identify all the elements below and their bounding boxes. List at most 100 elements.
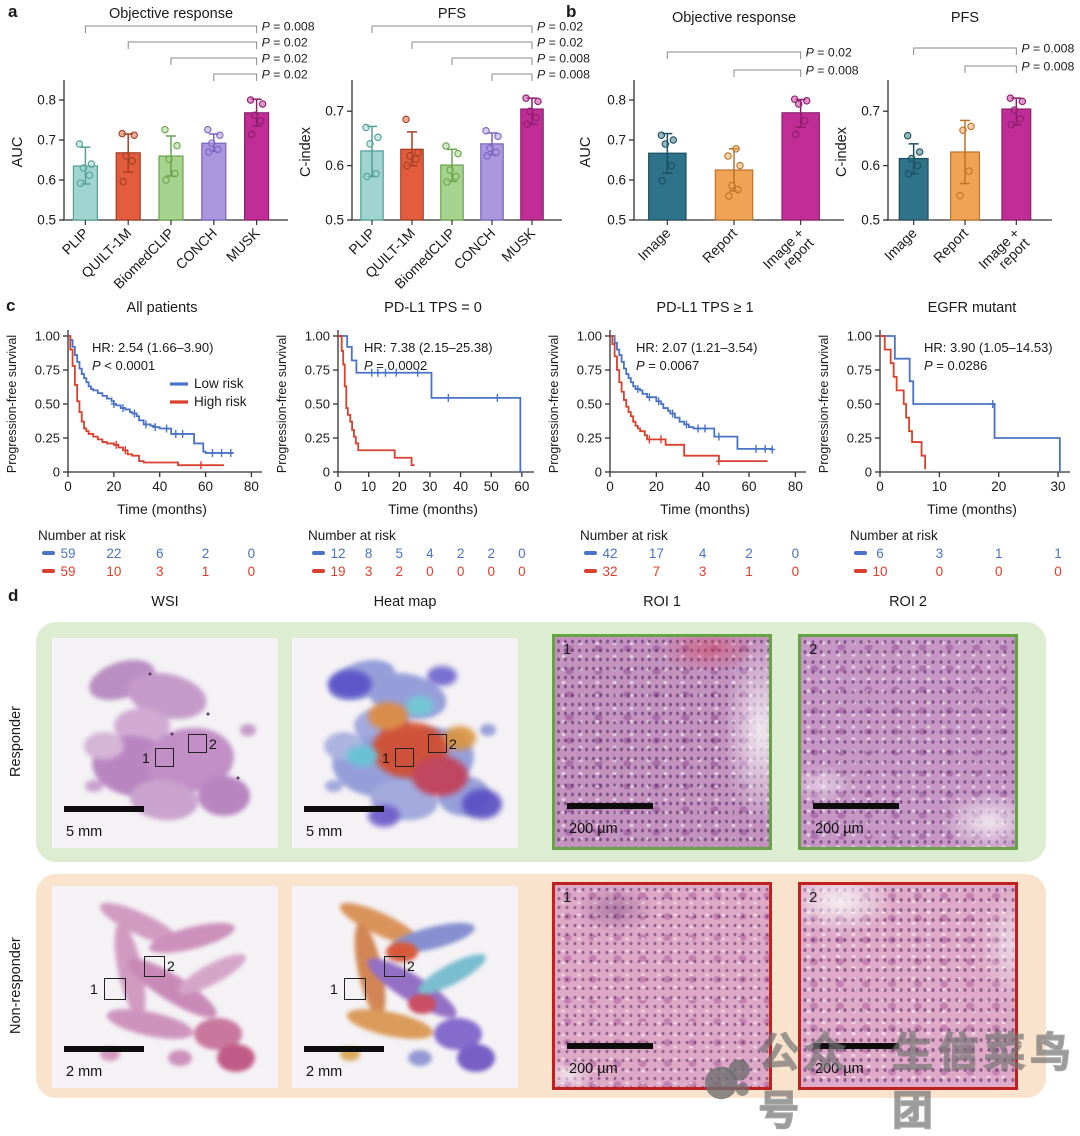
scale-bar [64, 1046, 144, 1052]
data-point [250, 111, 259, 119]
significance-bracket [170, 57, 258, 65]
data-point [443, 178, 451, 186]
chart-title: EGFR mutant [928, 300, 1017, 316]
risk-count: 1 [1054, 546, 1062, 561]
data-point [956, 191, 964, 200]
data-point [790, 95, 799, 103]
legend-label: Low risk [194, 376, 244, 391]
data-point [967, 122, 975, 131]
risk-count: 10 [106, 564, 121, 579]
data-point [87, 160, 96, 168]
risk-count: 0 [1054, 564, 1062, 579]
data-point [658, 177, 667, 185]
risk-count: 59 [60, 546, 75, 561]
data-point [119, 177, 127, 186]
risk-count: 0 [936, 564, 944, 579]
risk-count: 0 [995, 564, 1003, 579]
svg-text:0.50: 0.50 [847, 397, 872, 412]
svg-text:0.50: 0.50 [305, 397, 330, 412]
roi1-image-non-responder: 1 200 µm [552, 882, 772, 1090]
p-value-label: P = 0.008 [537, 52, 590, 66]
svg-text:0: 0 [323, 465, 330, 480]
km-chart-pdl1-tps0: PD-L1 TPS = 0 0 0.25 0.50 0.75 1.00 0 10 20 30 40 5… [274, 296, 542, 584]
km-chart-pdl1-tps1: PD-L1 TPS ≥ 1 0 0.25 0.50 0.75 1.00 0 20 40 60 80 P… [546, 296, 814, 584]
significance-bracket [411, 41, 533, 49]
bar-chart-objective-response-models: Objective response 0.5 0.6 0.7 0.8 AUC PLIP QUI… [6, 4, 328, 296]
risk-count: 4 [699, 546, 707, 561]
p-value-label: P = 0.008 [537, 68, 590, 82]
scale-text: 200 µm [569, 1061, 618, 1077]
km-curve-red [880, 335, 927, 470]
data-point [214, 145, 222, 154]
scale-bar [813, 803, 899, 809]
risk-count: 2 [457, 546, 465, 561]
data-point [794, 100, 803, 108]
bar [1001, 108, 1032, 221]
risk-table-title: Number at risk [580, 528, 668, 543]
significance-bracket [913, 47, 1017, 55]
significance-bracket [84, 25, 258, 33]
data-point [482, 127, 490, 135]
svg-text:0.75: 0.75 [35, 363, 60, 378]
data-point [486, 144, 494, 152]
data-point [1018, 97, 1027, 106]
scale-text: 5 mm [306, 824, 343, 840]
svg-text:1.00: 1.00 [847, 329, 872, 344]
y-axis-label: C-index [834, 126, 850, 177]
data-point [526, 107, 534, 115]
chart-title: PD-L1 TPS ≥ 1 [656, 300, 753, 316]
category-label: MUSK [498, 224, 538, 264]
data-point [216, 131, 224, 139]
bar [781, 112, 820, 221]
data-point [75, 140, 84, 148]
risk-count: 1 [745, 564, 753, 579]
p-value-label: P = 0.008 [1021, 60, 1074, 74]
risk-count: 19 [330, 564, 345, 579]
x-axis-label: Time (months) [117, 501, 207, 517]
significance-bracket [371, 25, 533, 33]
data-point [173, 141, 181, 150]
data-point [76, 179, 85, 187]
svg-text:60: 60 [198, 479, 213, 494]
category-label: Image +report [975, 225, 1032, 282]
data-point [1006, 94, 1015, 102]
svg-text:0.75: 0.75 [577, 363, 602, 378]
bar-chart-objective-response-modalities: Objective response 0.5 0.6 0.7 0.8 AUC Image Re… [572, 4, 872, 296]
svg-text:10: 10 [932, 479, 947, 494]
scale-text: 200 µm [815, 821, 864, 837]
bar [201, 142, 227, 221]
data-point [669, 136, 678, 144]
roi2-marker-box [384, 956, 405, 977]
data-point [492, 148, 500, 157]
km-curve-red [68, 335, 224, 467]
data-point [732, 145, 740, 153]
heatmap-illustration [339, 902, 495, 1072]
roi1-marker-label: 1 [330, 981, 338, 997]
heatmap-image-responder: 1 2 5 mm [292, 638, 518, 848]
significance-bracket [451, 57, 533, 65]
svg-text:0.5: 0.5 [861, 213, 880, 228]
y-axis-label: AUC [578, 137, 594, 168]
data-point [661, 140, 670, 148]
svg-text:0.25: 0.25 [847, 431, 872, 446]
risk-count: 1 [995, 546, 1003, 561]
p-value-label: P = 0.0286 [924, 358, 987, 373]
roi2-marker-label: 2 [407, 958, 415, 974]
x-axis-label: Time (months) [660, 501, 750, 517]
data-point [122, 152, 130, 160]
km-curve-blue [338, 335, 522, 473]
y-axis-label: AUC [10, 137, 26, 168]
data-point [366, 140, 374, 148]
svg-text:1.00: 1.00 [35, 329, 60, 344]
km-curve-blue [610, 335, 774, 450]
chart-title: PFS [438, 6, 466, 22]
svg-text:0.75: 0.75 [305, 363, 330, 378]
risk-count: 2 [745, 546, 753, 561]
risk-count: 1 [202, 564, 210, 579]
y-axis-label: Progression-free survival [275, 335, 289, 473]
wsi-tissue-illustration [84, 659, 256, 821]
risk-count: 0 [792, 564, 800, 579]
data-point [532, 113, 540, 122]
risk-count: 3 [365, 564, 373, 579]
p-value-label: P = 0.008 [262, 20, 315, 34]
